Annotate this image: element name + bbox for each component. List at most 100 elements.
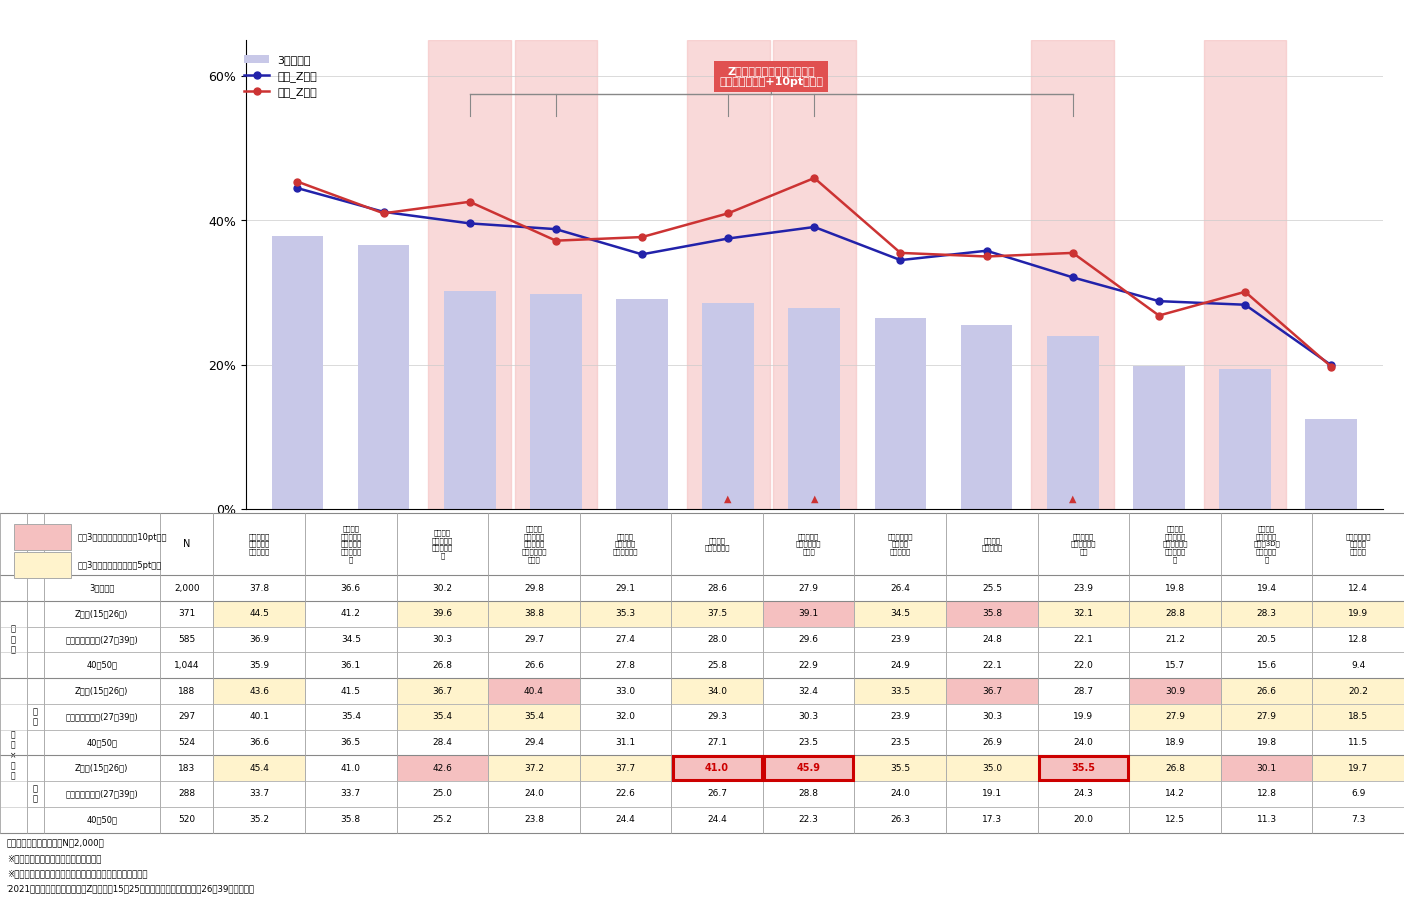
Text: Z世代(15～26歳): Z世代(15～26歳) [74,764,129,773]
Bar [946,679,1038,704]
Bar [27,704,44,730]
Bar [44,626,160,652]
Bar [305,755,396,781]
Bar [27,626,44,652]
Text: 23.9: 23.9 [1074,584,1094,593]
Text: 35.5: 35.5 [1071,763,1095,773]
Text: 34.5: 34.5 [341,635,361,644]
Text: 37.5: 37.5 [708,609,727,618]
Bar [27,730,44,755]
Text: 22.3: 22.3 [799,815,819,824]
Text: 24.0: 24.0 [890,789,910,798]
Text: 30.3: 30.3 [981,712,1002,721]
Text: 29.8: 29.8 [524,584,543,593]
Text: 自分に似せ
たアバターの
作成: 自分に似せ たアバターの 作成 [1071,533,1097,555]
Text: 36.1: 36.1 [341,661,361,670]
Bar [616,299,668,508]
Text: 24.4: 24.4 [708,815,727,824]
Bar [489,704,580,730]
Bar [1038,626,1129,652]
Bar [489,679,580,704]
Text: 仮想空間
上で利用で
きる・3Dア
イテムの購
入: 仮想空間 上で利用で きる・3Dア イテムの購 入 [1254,526,1280,562]
Text: 24.9: 24.9 [890,661,910,670]
Bar [213,601,305,626]
Bar [762,730,855,755]
Bar [305,513,396,575]
Bar [213,781,305,806]
Bar [762,575,855,601]
Text: 36.6: 36.6 [249,738,270,747]
Text: 28.7: 28.7 [1074,687,1094,696]
Bar [1129,679,1221,704]
Bar [1038,652,1129,679]
Text: 28.6: 28.6 [708,584,727,593]
Bar [671,781,762,806]
Bar [160,679,213,704]
Text: 12.8: 12.8 [1257,789,1276,798]
Text: 26.9: 26.9 [981,738,1002,747]
Bar [671,730,762,755]
Bar [213,704,305,730]
Text: 12.8: 12.8 [1348,635,1369,644]
Bar [1038,806,1129,832]
Text: 12.4: 12.4 [1348,584,1367,593]
Text: 18.9: 18.9 [1165,738,1185,747]
Bar [671,806,762,832]
Bar [44,575,160,601]
Bar [1313,781,1404,806]
Text: 37.8: 37.8 [249,584,270,593]
Bar [444,291,496,508]
Bar [27,806,44,832]
Bar [1313,513,1404,575]
Text: 35.4: 35.4 [432,712,452,721]
Bar [305,730,396,755]
Bar [213,652,305,679]
Bar [762,601,855,626]
Bar [358,245,410,508]
Bar [671,626,762,652]
Bar [946,755,1038,781]
Bar [305,601,396,626]
Text: ▲: ▲ [810,494,819,504]
Bar [27,755,44,781]
Text: 19.4: 19.4 [1257,584,1276,593]
Bar [764,756,854,780]
Text: 空間の設
計・デザイン: 空間の設 計・デザイン [705,537,730,552]
Text: 36.7: 36.7 [981,687,1002,696]
Text: 29.4: 29.4 [524,738,543,747]
Text: 女
性: 女 性 [32,784,38,804]
Text: 585: 585 [178,635,195,644]
Bar [396,755,489,781]
Text: 28.0: 28.0 [708,635,727,644]
Bar [946,652,1038,679]
Bar [946,704,1038,730]
Text: Z世代(15～26歳): Z世代(15～26歳) [74,609,129,618]
Bar [1032,40,1115,508]
Bar [489,601,580,626]
Bar [213,513,305,575]
Text: 37.2: 37.2 [524,764,543,773]
Text: 29.6: 29.6 [799,635,819,644]
Bar [762,781,855,806]
Text: 19.8: 19.8 [1165,584,1185,593]
Text: 24.4: 24.4 [616,815,636,824]
Bar [855,781,946,806]
Bar [855,626,946,652]
Text: 仮想空間
上でリアル
ショッピング: 仮想空間 上でリアル ショッピング [612,533,639,555]
Bar [580,781,671,806]
Text: アバターの
作成・カスタ
マイズ: アバターの 作成・カスタ マイズ [796,533,821,555]
Text: ▲: ▲ [1068,494,1077,504]
Bar [428,40,511,508]
Bar [1038,704,1129,730]
Bar [580,730,671,755]
Bar [396,704,489,730]
Text: 15.6: 15.6 [1257,661,1276,670]
Bar [580,704,671,730]
Bar [213,679,305,704]
Text: 1,044: 1,044 [174,661,199,670]
Text: 28.4: 28.4 [432,738,452,747]
Bar [1313,679,1404,704]
Bar [396,601,489,626]
Text: 20.0: 20.0 [1074,815,1094,824]
Text: 288: 288 [178,789,195,798]
